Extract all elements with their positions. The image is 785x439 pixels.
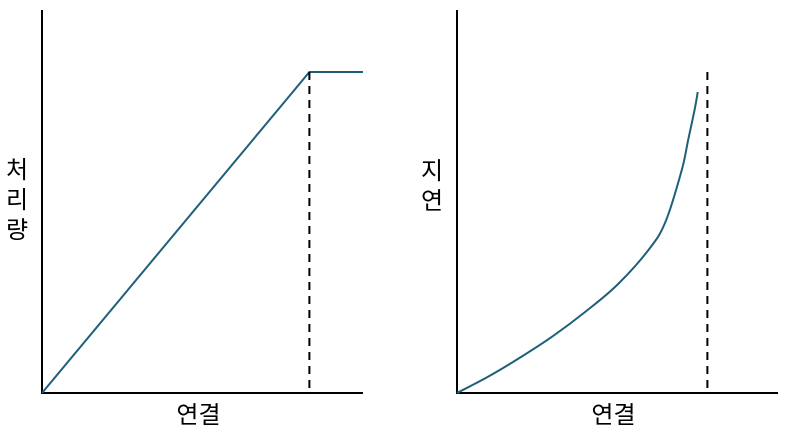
x-axis-label: 연결 bbox=[591, 401, 635, 429]
x-axis-label: 연결 bbox=[176, 401, 220, 429]
series-line-0 bbox=[41, 71, 363, 394]
throughput-chart: 연결 처 리 량 bbox=[6, 10, 363, 429]
latency-chart: 연결 지 연 bbox=[421, 10, 778, 429]
series-line-0 bbox=[456, 91, 699, 394]
